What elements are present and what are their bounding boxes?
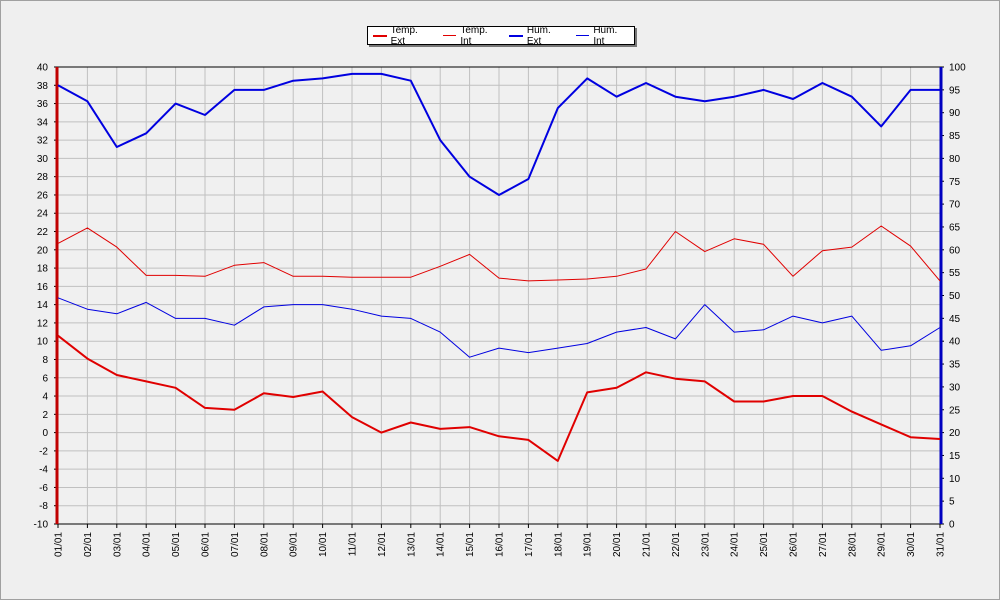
legend-item-hum-int: Hum. Int: [575, 24, 630, 47]
legend-label-temp-ext: Temp. Ext: [390, 24, 418, 47]
left-tick-label: 36: [37, 99, 49, 110]
x-tick-label: 31/01: [936, 532, 947, 557]
right-tick-label: 70: [949, 200, 961, 211]
x-tick-label: 14/01: [436, 532, 447, 557]
x-tick-label: 22/01: [671, 532, 682, 557]
left-tick-label: -8: [39, 501, 48, 512]
x-tick-label: 24/01: [730, 532, 741, 557]
right-tick-label: 95: [949, 85, 961, 96]
left-tick-label: 6: [42, 373, 48, 384]
left-tick-label: 8: [42, 355, 48, 366]
left-tick-label: 22: [37, 227, 49, 238]
x-tick-label: 09/01: [289, 532, 300, 557]
x-tick-label: 19/01: [583, 532, 594, 557]
right-tick-label: 30: [949, 382, 961, 393]
legend-item-hum-ext: Hum. Ext: [509, 25, 567, 47]
left-tick-label: 28: [37, 172, 49, 183]
right-tick-label: 75: [949, 177, 961, 188]
x-tick-label: 08/01: [259, 532, 270, 557]
right-tick-label: 60: [949, 245, 961, 256]
legend-swatch-hum-int: [575, 35, 590, 36]
x-tick-label: 28/01: [847, 532, 858, 557]
x-tick-label: 07/01: [230, 532, 241, 557]
right-tick-label: 55: [949, 268, 961, 279]
right-tick-label: 0: [949, 520, 955, 531]
series-line-hum-ext: [57, 72, 940, 196]
left-tick-label: 34: [37, 117, 49, 128]
x-tick-label: 05/01: [171, 532, 182, 557]
x-tick-label: 26/01: [789, 532, 800, 557]
x-tick-label: 18/01: [553, 532, 564, 557]
left-tick-label: 18: [37, 264, 49, 275]
x-tick-label: 10/01: [318, 532, 329, 557]
series-line-temp-int: [57, 225, 941, 282]
legend-label-temp-int: Temp. Int: [460, 24, 488, 47]
left-tick-label: -2: [39, 446, 48, 457]
x-tick-label: 17/01: [524, 532, 535, 557]
left-tick-label: -10: [34, 520, 49, 531]
x-tick-label: 16/01: [495, 532, 506, 557]
legend-swatch-temp-ext: [373, 34, 387, 37]
left-tick-label: 14: [37, 300, 49, 311]
legend-swatch-temp-int: [442, 35, 457, 36]
right-tick-label: 40: [949, 337, 961, 348]
right-tick-label: 80: [949, 154, 961, 165]
right-tick-label: 20: [949, 428, 961, 439]
x-tick-label: 04/01: [142, 532, 153, 557]
left-tick-label: -4: [39, 465, 48, 476]
x-tick-label: 29/01: [877, 532, 888, 557]
right-tick-label: 5: [949, 497, 955, 508]
legend: Temp. Ext Temp. Int Hum. Ext Hum. Int: [367, 24, 635, 47]
left-tick-label: 16: [37, 282, 49, 293]
x-tick-label: 13/01: [406, 532, 417, 557]
x-tick-label: 01/01: [54, 532, 65, 557]
right-tick-label: 100: [949, 63, 966, 74]
x-tick-label: 03/01: [112, 532, 123, 557]
x-tick-label: 23/01: [700, 532, 711, 557]
x-tick-label: 06/01: [201, 532, 212, 557]
left-tick-label: 40: [37, 63, 49, 74]
left-tick-label: 32: [37, 136, 49, 147]
right-tick-label: 45: [949, 314, 961, 325]
legend-label-hum-ext: Hum. Ext: [526, 24, 551, 47]
x-tick-label: 12/01: [377, 532, 388, 557]
left-tick-label: 12: [37, 318, 49, 329]
left-tick-label: 0: [42, 428, 48, 439]
right-tick-label: 90: [949, 108, 961, 119]
x-tick-label: 27/01: [818, 532, 829, 557]
right-tick-label: 85: [949, 131, 961, 142]
series-line-temp-ext: [57, 334, 941, 462]
x-tick-label: 11/01: [348, 532, 359, 557]
x-tick-label: 21/01: [642, 532, 653, 557]
right-tick-label: 25: [949, 405, 961, 416]
legend-item-temp-ext: Temp. Ext: [373, 25, 434, 47]
legend-swatch-hum-ext: [509, 34, 523, 37]
right-tick-label: 35: [949, 360, 961, 371]
left-tick-label: 30: [37, 154, 49, 165]
left-tick-label: 20: [37, 245, 49, 256]
legend-label-hum-int: Hum. Int: [593, 24, 618, 47]
x-tick-label: 15/01: [465, 532, 476, 557]
right-tick-label: 65: [949, 222, 961, 233]
left-tick-label: 26: [37, 190, 49, 201]
right-tick-label: 50: [949, 291, 961, 302]
x-tick-label: 20/01: [612, 532, 623, 557]
x-tick-label: 30/01: [906, 532, 917, 557]
legend-item-temp-int: Temp. Int: [442, 24, 501, 47]
left-tick-label: 2: [42, 410, 48, 421]
left-tick-label: 10: [37, 337, 49, 348]
left-tick-label: -6: [39, 483, 48, 494]
left-tick-label: 24: [37, 209, 49, 220]
series-line-hum-int: [57, 297, 941, 358]
left-tick-label: 38: [37, 81, 49, 92]
left-tick-label: 4: [42, 392, 48, 403]
right-tick-label: 15: [949, 451, 961, 462]
x-tick-label: 25/01: [759, 532, 770, 557]
x-tick-label: 02/01: [83, 532, 94, 557]
right-tick-label: 10: [949, 474, 961, 485]
